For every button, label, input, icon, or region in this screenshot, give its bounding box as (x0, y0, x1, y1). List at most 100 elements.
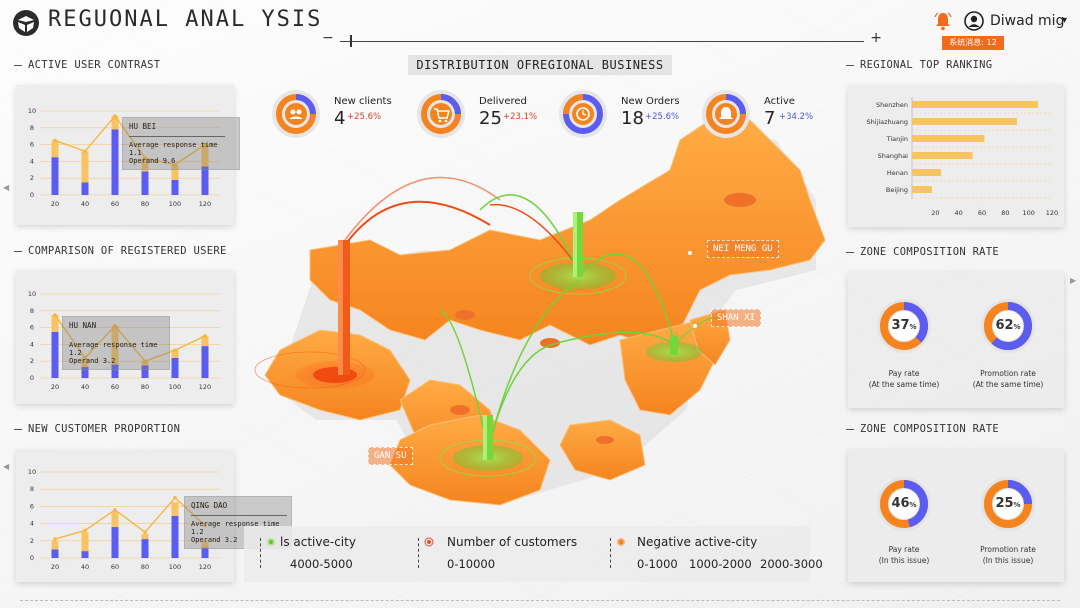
hotspot (724, 193, 756, 207)
bar-segment (51, 331, 59, 378)
x-tick-label: 80 (1001, 209, 1009, 217)
bar-segment (201, 540, 209, 548)
bar-segment (81, 367, 89, 378)
new-customer-proportion-title: NEW CUSTOMER PROPORTION (28, 423, 181, 435)
trend-point (143, 359, 147, 363)
side-arrow-left-icon: ◀ (3, 183, 10, 192)
bar (912, 118, 1017, 125)
flow-arc (487, 344, 551, 451)
trend-point (173, 162, 177, 167)
trend-point (173, 496, 177, 500)
bar-segment (51, 157, 59, 195)
map-label-nei-meng-gu[interactable]: NEI MENG GU (707, 240, 779, 258)
flow-arc (439, 309, 489, 451)
active-user-contrast-chart: 0 2 4 6 8 10 20 40 60 80 100 120 (28, 107, 220, 208)
city-pillar[interactable] (573, 212, 583, 277)
slider-track[interactable] (340, 41, 864, 42)
map-label-gan-su[interactable]: GAN SU (368, 447, 413, 465)
regional-map[interactable] (250, 80, 830, 520)
donut-sublabel: (At the same time) (868, 380, 940, 389)
x-tick-label: 80 (141, 200, 149, 208)
y-tick-label: 2 (30, 357, 34, 365)
promotion-rate-caption: Promotion rate (In this issue) (958, 544, 1058, 566)
user-avatar-icon[interactable] (964, 11, 984, 31)
bar-segment (171, 164, 179, 180)
new-customer-proportion-panel: 0 2 4 6 8 10 20 40 60 80 100 120 QING DAO Average r… (16, 450, 292, 582)
orange-dot-icon (617, 538, 625, 546)
kpi-label: Delivered (479, 96, 527, 107)
y-tick-label: 8 (30, 307, 34, 315)
category-label: Tianjin (886, 135, 908, 143)
bar (912, 169, 942, 176)
bar-segment (141, 533, 149, 540)
map-region-east[interactable] (619, 319, 721, 416)
tooltip-divider (129, 136, 225, 137)
user-name[interactable]: Diwad mig (990, 13, 1065, 29)
bar-segment (171, 179, 179, 195)
x-tick-label: 80 (141, 383, 149, 391)
trend-point (83, 149, 87, 154)
side-arrow-left-icon: ◀ (3, 462, 10, 471)
bar-segment (171, 349, 179, 358)
zoom-in-button[interactable]: + (870, 30, 882, 46)
map-region-north[interactable] (309, 119, 826, 346)
x-tick-label: 80 (141, 563, 149, 571)
trend-point (203, 334, 207, 338)
y-tick-label: 6 (30, 502, 34, 510)
flow-arc (344, 200, 491, 246)
kpi-change: +23.1% (503, 112, 538, 122)
flow-arc (489, 203, 581, 271)
tooltip-divider (191, 515, 287, 516)
pay-rate-donut (877, 299, 931, 353)
y-tick-label: 8 (30, 485, 34, 493)
promotion-rate-value: 25% (995, 496, 1021, 511)
hotspot-core (313, 367, 357, 383)
hotspot (596, 436, 614, 444)
map-label-shan-xi[interactable]: SHAN XI (711, 309, 761, 327)
pay-rate-caption: Pay rate (In this issue) (854, 544, 954, 566)
x-tick-label: 100 (1022, 209, 1034, 217)
bar-segment (51, 140, 59, 158)
tooltip-line: Operand 9.6 (129, 157, 176, 165)
bar-segment (141, 171, 149, 195)
side-arrow-right-icon: ▶ (1070, 276, 1077, 285)
y-tick-label: 4 (30, 340, 34, 348)
city-pillar-highlight (483, 415, 487, 460)
slider-thumb[interactable] (350, 35, 352, 47)
notification-bell-icon[interactable] (934, 11, 952, 31)
city-pillar[interactable] (483, 415, 493, 460)
y-tick-label: 6 (30, 141, 34, 149)
y-tick-label: 10 (28, 468, 36, 476)
promotion-rate-donut (981, 477, 1035, 531)
label-anchor (688, 251, 692, 255)
hotspot (455, 310, 475, 320)
map-region-southeast[interactable] (559, 419, 646, 481)
tooltip-title: HU BEI (129, 122, 157, 131)
user-menu-caret-icon[interactable]: ▾ (1062, 15, 1068, 26)
pay-rate-donut (877, 477, 931, 531)
chart-tooltip: HU BEI Average response time 1.1 Operand… (122, 117, 240, 170)
bar-segment (141, 539, 149, 558)
new-customer-proportion-chart: 0 2 4 6 8 10 20 40 60 80 100 120 (28, 468, 220, 571)
section-tick (846, 65, 854, 66)
zone-composition-panel: 37% Pay rate (At the same time) 62% Prom… (848, 272, 1064, 408)
bar-segment (51, 540, 59, 550)
y-tick-label: 8 (30, 124, 34, 132)
x-tick-label: 40 (81, 563, 89, 571)
system-message-badge[interactable]: 系统消息: 12 (942, 36, 1004, 50)
bar-segment (111, 364, 119, 378)
y-tick-label: 10 (28, 290, 36, 298)
trend-point (53, 537, 57, 541)
city-pillar[interactable] (670, 335, 678, 355)
regional-top-ranking-title: REGIONAL TOP RANKING (860, 59, 993, 71)
pay-rate-value: 46% (891, 496, 917, 511)
legend-negative-range-2: 1000-2000 (689, 557, 752, 571)
trend-point (83, 528, 87, 533)
zoom-out-button[interactable]: − (322, 30, 334, 46)
registered-users-title: COMPARISON OF REGISTERED USERE (28, 245, 227, 257)
donut-sublabel: (In this issue) (982, 556, 1034, 565)
timeline-slider[interactable]: − + (322, 30, 882, 48)
x-tick-label: 40 (955, 209, 963, 217)
bar-segment (51, 315, 59, 332)
kpi-value: 4 (334, 108, 346, 129)
